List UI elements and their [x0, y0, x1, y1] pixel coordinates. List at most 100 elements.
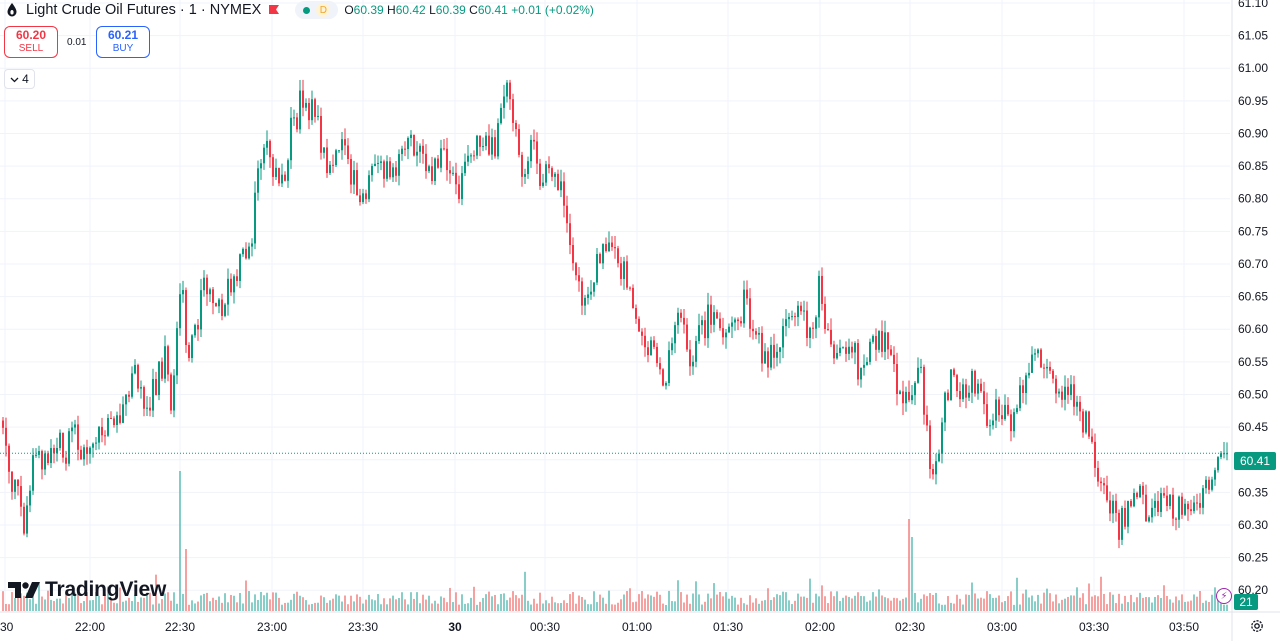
y-tick-label: 60.75	[1238, 224, 1268, 238]
candle-body	[98, 426, 100, 443]
lightning-icon[interactable]: ⚡	[1216, 588, 1232, 604]
candle	[65, 450, 67, 471]
candle	[305, 98, 307, 112]
candle	[911, 385, 913, 405]
candle	[674, 321, 676, 354]
candle	[38, 445, 40, 459]
candle-body	[29, 490, 31, 506]
volume-bar	[677, 580, 679, 611]
volume-bar	[1160, 597, 1162, 611]
candle	[431, 156, 433, 185]
volume-bar	[398, 597, 400, 611]
volume-bar	[932, 594, 934, 611]
candle-body	[698, 325, 700, 342]
buy-button[interactable]: 60.21 BUY	[96, 26, 150, 58]
indicators-toggle-button[interactable]: 4	[4, 69, 35, 89]
candle	[494, 129, 496, 159]
candle-body	[1217, 457, 1219, 471]
candle-body	[119, 415, 121, 423]
candle	[998, 396, 1000, 422]
candle-body	[833, 344, 835, 359]
candle	[233, 274, 235, 304]
candle	[101, 417, 103, 443]
volume-bar	[887, 598, 889, 611]
candle-body	[692, 361, 694, 367]
candle-body	[1016, 408, 1018, 413]
volume-bar	[89, 600, 91, 611]
buy-label: BUY	[112, 43, 134, 54]
volume-bar	[65, 592, 67, 611]
candle	[872, 334, 874, 344]
candle-body	[434, 158, 436, 182]
volume-bar	[1037, 594, 1039, 611]
volume-bar	[464, 603, 466, 611]
settings-button[interactable]	[1248, 617, 1266, 635]
candle	[152, 368, 154, 417]
volume-bar	[1055, 594, 1057, 611]
volume-bar	[1019, 604, 1021, 611]
red-flag-icon[interactable]	[267, 3, 281, 17]
volume-bar	[695, 581, 697, 611]
candle-body	[398, 154, 400, 176]
candle-body	[455, 172, 457, 185]
candle	[650, 336, 652, 356]
candle-body	[1193, 502, 1195, 512]
volume-bar	[872, 592, 874, 611]
candle-body	[209, 289, 211, 295]
candle	[506, 79, 508, 103]
volume-bar	[44, 599, 46, 611]
y-tick-label: 60.95	[1238, 94, 1268, 108]
volume-bar	[773, 597, 775, 611]
candle	[572, 237, 574, 271]
volume-bar	[1124, 595, 1126, 611]
candle	[110, 411, 112, 419]
candle	[887, 332, 889, 359]
volume-bar	[1004, 601, 1006, 611]
symbol-title[interactable]: Light Crude Oil Futures · 1 · NYMEX	[26, 2, 262, 18]
candle	[1193, 495, 1195, 514]
candle	[377, 155, 379, 174]
candle	[785, 309, 787, 337]
volume-bar	[644, 598, 646, 611]
candle-body	[860, 367, 862, 380]
volume-bar	[20, 593, 22, 611]
volume-bar	[875, 596, 877, 611]
candle-body	[743, 289, 745, 324]
candle-body	[710, 304, 712, 325]
candle-body	[818, 275, 820, 318]
volume-bar	[506, 600, 508, 611]
candle	[740, 316, 742, 327]
candle-body	[191, 335, 193, 359]
market-status[interactable]: D	[295, 1, 339, 19]
volume-bar	[746, 604, 748, 611]
candle-body	[1142, 485, 1144, 495]
candle-body	[1046, 366, 1048, 369]
x-tick-label: 01:30	[713, 620, 743, 634]
candle-body	[641, 331, 643, 336]
candle	[1097, 460, 1099, 487]
candle-body	[389, 161, 391, 178]
candle-body	[1019, 385, 1021, 409]
tradingview-logo[interactable]: TradingView	[8, 578, 166, 602]
candle-body	[956, 375, 958, 392]
volume-bar	[254, 594, 256, 611]
volume-bar	[479, 601, 481, 611]
candle-body	[572, 245, 574, 264]
candle	[218, 298, 220, 314]
candle	[755, 328, 757, 340]
candle	[1106, 475, 1108, 503]
volume-bar	[599, 594, 601, 611]
candle	[836, 344, 838, 360]
sell-button[interactable]: 60.20 SELL	[4, 26, 58, 58]
volume-bar	[614, 604, 616, 611]
candle-body	[902, 391, 904, 404]
candle-body	[284, 174, 286, 181]
volume-bar	[263, 595, 265, 611]
volume-bar	[1016, 577, 1018, 611]
candle-body	[311, 99, 313, 121]
candle-body	[1220, 453, 1222, 458]
candle	[1166, 485, 1168, 512]
candle-body	[413, 134, 415, 156]
volume-bar	[56, 598, 58, 611]
